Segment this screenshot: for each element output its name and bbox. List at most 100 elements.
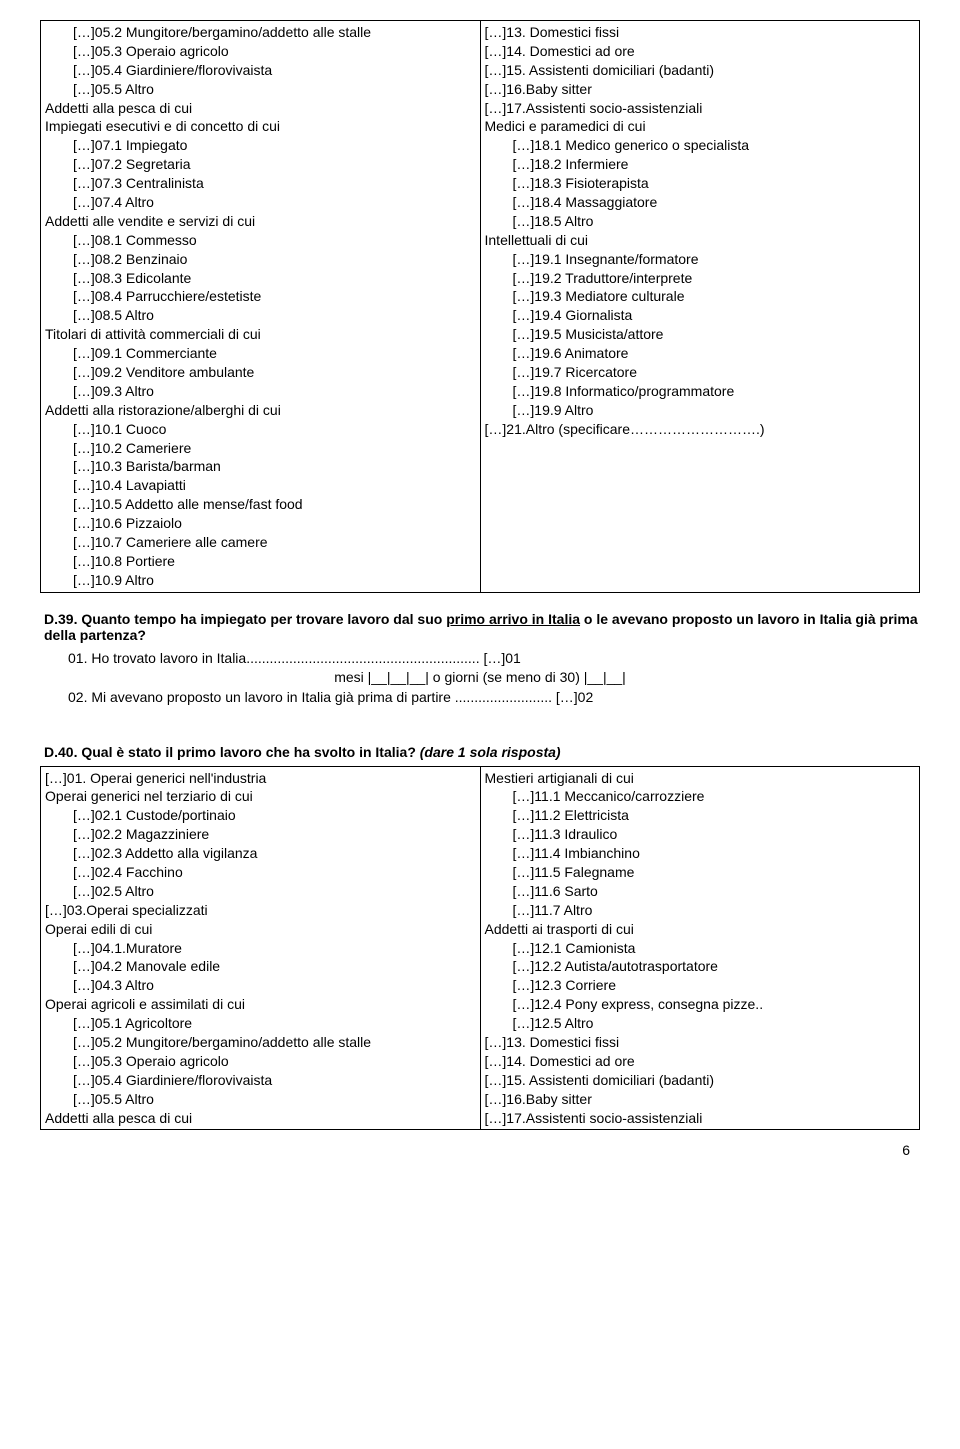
d40-left-column: […]01. Operai generici nell'industriaOpe… [41, 767, 481, 1130]
option-item: […]10.3 Barista/barman [45, 457, 476, 476]
option-item: Intellettuali di cui [485, 231, 916, 250]
option-item: […]11.2 Elettricista [485, 806, 916, 825]
option-item: […]09.2 Venditore ambulante [45, 363, 476, 382]
option-item: […]18.1 Medico generico o specialista [485, 136, 916, 155]
option-item: […]14. Domestici ad ore [485, 1052, 916, 1071]
option-item: […]07.3 Centralinista [45, 174, 476, 193]
option-item: […]02.5 Altro [45, 882, 476, 901]
option-item: […]12.4 Pony express, consegna pizze.. [485, 995, 916, 1014]
option-item: […]05.5 Altro [45, 1090, 476, 1109]
option-item: […]05.2 Mungitore/bergamino/addetto alle… [45, 23, 476, 42]
d40-italic: (dare 1 sola risposta) [416, 744, 561, 760]
option-item: […]04.3 Altro [45, 976, 476, 995]
option-item: […]10.7 Cameriere alle camere [45, 533, 476, 552]
option-item: […]11.4 Imbianchino [485, 844, 916, 863]
option-item: […]19.4 Giornalista [485, 306, 916, 325]
option-item: […]13. Domestici fissi [485, 1033, 916, 1052]
option-item: […]10.2 Cameriere [45, 439, 476, 458]
option-item: Addetti alla ristorazione/alberghi di cu… [45, 401, 476, 420]
option-item: […]07.4 Altro [45, 193, 476, 212]
option-item: […]08.2 Benzinaio [45, 250, 476, 269]
option-item: […]05.5 Altro [45, 80, 476, 99]
option-item: […]02.3 Addetto alla vigilanza [45, 844, 476, 863]
option-item: […]10.1 Cuoco [45, 420, 476, 439]
option-item: […]19.8 Informatico/programmatore [485, 382, 916, 401]
d39-under: primo arrivo in Italia [446, 611, 580, 627]
option-item: […]05.3 Operaio agricolo [45, 1052, 476, 1071]
option-item: […]18.2 Infermiere [485, 155, 916, 174]
option-item: […]12.5 Altro [485, 1014, 916, 1033]
option-item: […]07.1 Impiegato [45, 136, 476, 155]
option-item: […]10.6 Pizzaiolo [45, 514, 476, 533]
option-item: […]01. Operai generici nell'industria [45, 769, 476, 788]
option-item: […]15. Assistenti domiciliari (badanti) [485, 61, 916, 80]
option-item: […]02.1 Custode/portinaio [45, 806, 476, 825]
option-item: […]10.4 Lavapiatti [45, 476, 476, 495]
option-item: Impiegati esecutivi e di concetto di cui [45, 117, 476, 136]
option-item: […]02.2 Magazziniere [45, 825, 476, 844]
option-item: […]05.1 Agricoltore [45, 1014, 476, 1033]
option-item: Medici e paramedici di cui [485, 117, 916, 136]
option-item: Addetti ai trasporti di cui [485, 920, 916, 939]
option-item: Addetti alla pesca di cui [45, 99, 476, 118]
option-item: […]02.4 Facchino [45, 863, 476, 882]
option-item: […]11.7 Altro [485, 901, 916, 920]
option-item: […]07.2 Segretaria [45, 155, 476, 174]
option-item: […]11.3 Idraulico [485, 825, 916, 844]
option-item: […]14. Domestici ad ore [485, 42, 916, 61]
d40-right-column: Mestieri artigianali di cui[…]11.1 Mecca… [481, 767, 920, 1130]
option-item: Operai generici nel terziario di cui [45, 787, 476, 806]
d40-options-table: […]01. Operai generici nell'industriaOpe… [40, 766, 920, 1131]
option-item: […]08.3 Edicolante [45, 269, 476, 288]
d39-line1: 01. Ho trovato lavoro in Italia.........… [40, 649, 920, 669]
option-item: […]19.2 Traduttore/interprete [485, 269, 916, 288]
option-item: Titolari di attività commerciali di cui [45, 325, 476, 344]
option-item: Operai agricoli e assimilati di cui [45, 995, 476, 1014]
top-options-table: […]05.2 Mungitore/bergamino/addetto alle… [40, 20, 920, 593]
option-item: […]03.Operai specializzati [45, 901, 476, 920]
option-item: […]05.2 Mungitore/bergamino/addetto alle… [45, 1033, 476, 1052]
option-item: […]15. Assistenti domiciliari (badanti) [485, 1071, 916, 1090]
page-number: 6 [40, 1142, 920, 1158]
option-item: […]08.4 Parrucchiere/estetiste [45, 287, 476, 306]
option-item: […]08.1 Commesso [45, 231, 476, 250]
d39-line2: mesi |__|__|__| o giorni (se meno di 30)… [40, 668, 920, 688]
option-item: […]12.2 Autista/autotrasportatore [485, 957, 916, 976]
option-item: Addetti alle vendite e servizi di cui [45, 212, 476, 231]
option-item: […]17.Assistenti socio-assistenziali [485, 1109, 916, 1128]
option-item: Operai edili di cui [45, 920, 476, 939]
option-item: […]16.Baby sitter [485, 80, 916, 99]
option-item: […]21.Altro (specificare……………………….) [485, 420, 916, 439]
option-item: […]11.1 Meccanico/carrozziere [485, 787, 916, 806]
d40-pre: D.40. Qual è stato il primo lavoro che h… [44, 744, 416, 760]
option-item: […]19.1 Insegnante/formatore [485, 250, 916, 269]
option-item: […]10.5 Addetto alle mense/fast food [45, 495, 476, 514]
option-item: […]12.3 Corriere [485, 976, 916, 995]
option-item: […]05.4 Giardiniere/florovivaista [45, 1071, 476, 1090]
option-item: […]13. Domestici fissi [485, 23, 916, 42]
option-item: […]19.6 Animatore [485, 344, 916, 363]
option-item: […]04.1.Muratore [45, 939, 476, 958]
option-item: […]12.1 Camionista [485, 939, 916, 958]
option-item: Mestieri artigianali di cui [485, 769, 916, 788]
option-item: […]08.5 Altro [45, 306, 476, 325]
top-right-column: […]13. Domestici fissi[…]14. Domestici a… [481, 21, 920, 592]
option-item: […]10.9 Altro [45, 571, 476, 590]
option-item: […]19.9 Altro [485, 401, 916, 420]
option-item: […]05.4 Giardiniere/florovivaista [45, 61, 476, 80]
option-item: […]04.2 Manovale edile [45, 957, 476, 976]
option-item: […]11.5 Falegname [485, 863, 916, 882]
d39-line3: 02. Mi avevano proposto un lavoro in Ita… [40, 688, 920, 708]
option-item: […]18.3 Fisioterapista [485, 174, 916, 193]
option-item: […]17.Assistenti socio-assistenziali [485, 99, 916, 118]
option-item: […]09.1 Commerciante [45, 344, 476, 363]
option-item: […]10.8 Portiere [45, 552, 476, 571]
option-item: Addetti alla pesca di cui [45, 1109, 476, 1128]
option-item: […]16.Baby sitter [485, 1090, 916, 1109]
option-item: […]09.3 Altro [45, 382, 476, 401]
option-item: […]11.6 Sarto [485, 882, 916, 901]
d40-question: D.40. Qual è stato il primo lavoro che h… [40, 744, 920, 760]
d39-question: D.39. Quanto tempo ha impiegato per trov… [40, 611, 920, 643]
option-item: […]19.5 Musicista/attore [485, 325, 916, 344]
option-item: […]19.3 Mediatore culturale [485, 287, 916, 306]
